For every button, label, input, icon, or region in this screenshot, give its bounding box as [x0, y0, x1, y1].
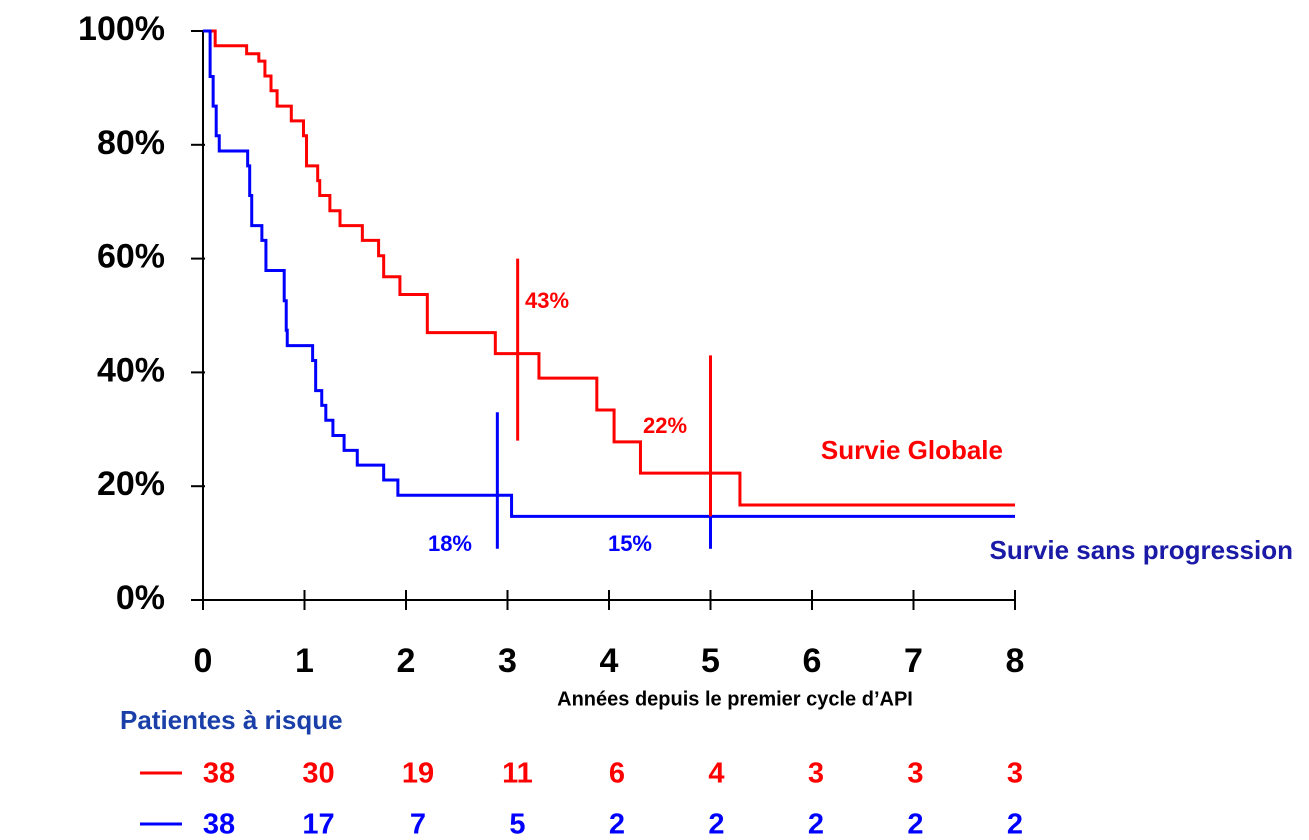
at-risk-count: 2: [808, 809, 824, 840]
x-tick-label: 1: [295, 642, 314, 680]
y-tick-label: 40%: [97, 351, 165, 389]
at-risk-count: 11: [502, 758, 533, 790]
x-tick-label: 0: [194, 642, 213, 680]
at-risk-count: 3: [1007, 758, 1023, 790]
annotation-label: 15%: [608, 531, 652, 556]
y-tick-label: 0%: [116, 579, 165, 617]
y-tick-label: 20%: [97, 465, 165, 503]
at-risk-count: 38: [203, 758, 235, 790]
at-risk-count: 30: [302, 758, 334, 790]
at-risk-count: 17: [302, 809, 334, 840]
x-tick-label: 6: [803, 642, 822, 680]
at-risk-count: 5: [509, 809, 525, 840]
at-risk-count: 3: [907, 758, 923, 790]
x-tick-label: 4: [600, 642, 619, 680]
at-risk-count: 2: [1007, 809, 1023, 840]
at-risk-count: 3: [808, 758, 824, 790]
survival-curve: [203, 29, 1015, 518]
at-risk-count: 7: [410, 809, 426, 840]
at-risk-title: Patientes à risque: [120, 705, 343, 735]
annotation-label: 22%: [643, 413, 687, 438]
x-tick-label: 2: [397, 642, 416, 680]
annotation-label: 18%: [428, 531, 472, 556]
series-label: Survie Globale: [821, 435, 1003, 465]
at-risk-count: 4: [708, 758, 724, 790]
x-tick-label: 3: [498, 642, 517, 680]
at-risk-count: 6: [609, 758, 625, 790]
x-tick-label: 5: [701, 642, 720, 680]
survival-curve: [203, 29, 1015, 507]
at-risk-count: 2: [609, 809, 625, 840]
x-axis-label: Années depuis le premier cycle d’API: [557, 688, 913, 710]
annotation-label: 43%: [525, 288, 569, 313]
at-risk-count: 2: [907, 809, 923, 840]
x-tick-label: 8: [1006, 642, 1025, 680]
y-tick-label: 60%: [97, 238, 165, 276]
series-label: Survie sans progression: [990, 535, 1293, 565]
at-risk-count: 19: [402, 758, 434, 790]
y-tick-label: 80%: [97, 124, 165, 162]
at-risk-count: 2: [708, 809, 724, 840]
x-tick-label: 7: [904, 642, 923, 680]
y-tick-label: 100%: [78, 10, 165, 48]
at-risk-count: 38: [203, 809, 235, 840]
